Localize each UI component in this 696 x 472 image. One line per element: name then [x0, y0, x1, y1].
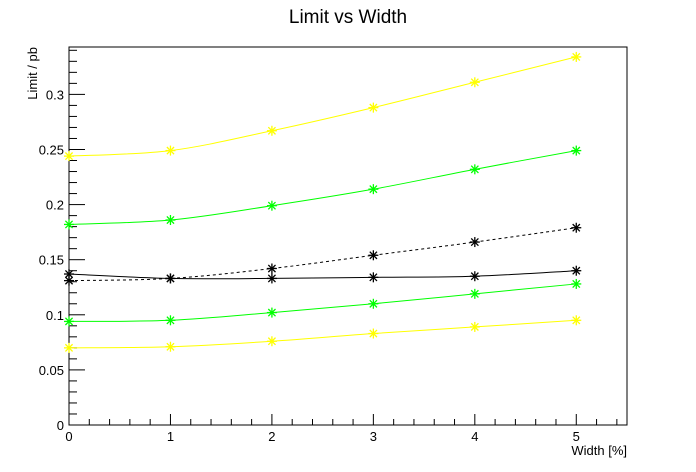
data-point-marker [266, 273, 277, 284]
data-point-marker [571, 222, 582, 233]
x-tick-label: 3 [370, 429, 377, 444]
data-point-marker [266, 336, 277, 347]
data-point-marker [266, 125, 277, 136]
data-point-marker [165, 341, 176, 352]
series-line [68, 283, 577, 322]
data-point-marker [64, 219, 74, 230]
series-line [68, 56, 577, 157]
y-tick-label: 0.15 [39, 253, 64, 268]
data-point-marker [266, 200, 277, 211]
series-0 [64, 51, 582, 162]
data-point-marker [165, 273, 176, 284]
y-tick-label: 0.3 [46, 87, 64, 102]
data-point-marker [469, 164, 480, 175]
data-point-marker [64, 342, 74, 353]
y-axis-label: Limit / pb [25, 47, 40, 100]
data-point-marker [368, 250, 379, 261]
data-point-marker [571, 265, 582, 276]
data-point-marker [64, 269, 74, 280]
y-tick-label: 0.25 [39, 142, 64, 157]
data-point-marker [165, 145, 176, 156]
series-3 [64, 265, 582, 284]
data-point-marker [266, 307, 277, 318]
data-point-marker [469, 77, 480, 88]
x-tick-label: 1 [167, 429, 174, 444]
data-point-marker [571, 278, 582, 289]
y-tick-label: 0.05 [39, 363, 64, 378]
y-tick-label: 0 [57, 418, 64, 433]
x-tick-label: 4 [471, 429, 478, 444]
data-point-marker [368, 102, 379, 113]
series-line [68, 227, 577, 282]
data-point-marker [469, 237, 480, 248]
data-point-marker [571, 51, 582, 62]
data-point-marker [64, 316, 74, 327]
chart-title: Limit vs Width [289, 7, 407, 28]
plot-frame [68, 46, 628, 426]
data-point-marker [368, 328, 379, 339]
series-4 [64, 278, 582, 327]
series-2 [64, 222, 582, 286]
data-point-marker [165, 215, 176, 226]
data-point-marker [571, 145, 582, 156]
series-line [68, 270, 577, 280]
data-point-marker [64, 151, 74, 162]
data-point-marker [368, 298, 379, 309]
series-5 [64, 315, 582, 353]
y-tick-label: 0.2 [46, 198, 64, 213]
series-1 [64, 145, 582, 230]
data-point-marker [571, 315, 582, 326]
y-tick-label: 0.1 [46, 308, 64, 323]
data-point-marker [469, 288, 480, 299]
series-layer [64, 51, 582, 353]
series-line [68, 319, 577, 349]
series-line [68, 150, 577, 225]
x-tick-label: 5 [573, 429, 580, 444]
data-point-marker [469, 321, 480, 332]
data-point-marker [165, 315, 176, 326]
data-point-marker [368, 272, 379, 283]
x-tick-label: 2 [268, 429, 275, 444]
x-tick-label: 0 [65, 429, 72, 444]
data-point-marker [368, 184, 379, 195]
axis-ticks: 0 1 2 3 4 5 0 0.05 0.1 0.15 0.2 0.25 0.3 [39, 49, 618, 444]
data-point-marker [266, 263, 277, 274]
data-point-marker [469, 271, 480, 282]
x-axis-label: Width [%] [571, 443, 627, 458]
